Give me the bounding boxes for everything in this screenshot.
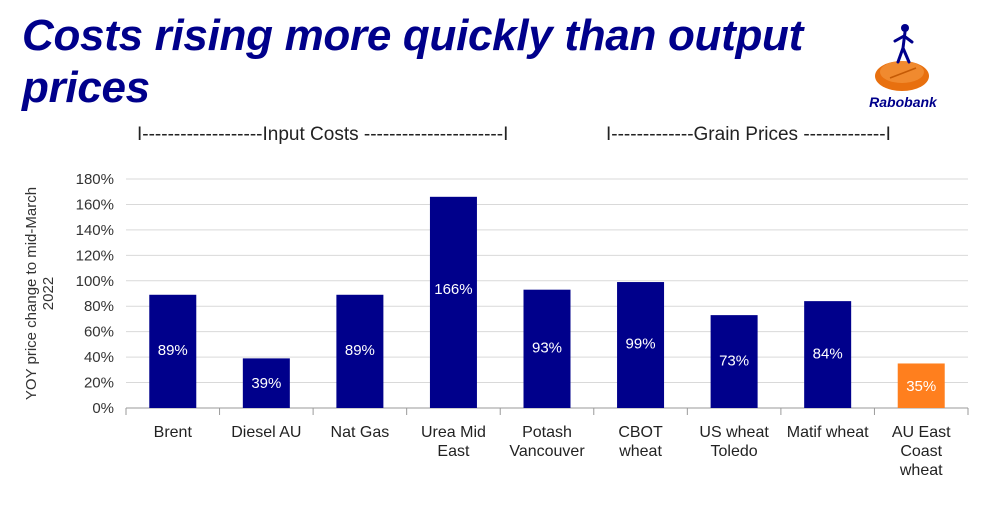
y-tick-label: 180% [76,171,114,188]
y-tick-label: 0% [92,400,114,417]
data-label: 35% [906,378,936,395]
bar [523,289,571,408]
chart-title: Costs rising more quickly than output pr… [22,11,803,112]
logo-disc-line [889,67,917,79]
x-tick-label: Potash Vancouver [509,424,585,460]
x-tick-label: Brent [154,424,193,441]
y-tick-label: 40% [84,349,114,366]
bar [336,294,384,408]
data-label: 89% [345,342,375,359]
y-tick-label: 80% [84,298,114,315]
logo-figure-body [893,30,914,64]
data-label: 166% [434,281,472,298]
x-tick-label: AU East Coast wheat [892,424,951,479]
x-tick-label: Nat Gas [331,424,390,441]
x-tick-label: Matif wheat [787,424,869,441]
rabobank-logo-icon [875,24,929,91]
bar [149,294,197,408]
bar [242,358,290,408]
y-tick-label: 100% [76,273,114,290]
data-label: 99% [626,336,656,353]
data-label: 73% [719,353,749,370]
x-tick-label: Urea Mid East [421,424,486,460]
data-label: 89% [158,342,188,359]
data-label: 84% [813,345,843,362]
x-tick-label: US wheat Toledo [699,424,769,460]
y-axis-title: YOY price change to mid-March2022 [23,187,57,400]
bar [710,315,758,408]
y-tick-label: 60% [84,324,114,341]
y-tick-label: 140% [76,222,114,239]
data-label: 39% [251,375,281,392]
x-tick-label: CBOT wheat [618,424,663,460]
y-tick-label: 120% [76,247,114,264]
x-tick-label: Diesel AU [231,424,301,441]
y-tick-label: 160% [76,196,114,213]
y-tick-label: 20% [84,375,114,392]
group-label-grain-prices: I-------------Grain Prices -------------… [606,124,891,145]
rabobank-logo: Rabobank [858,20,948,120]
group-label-input-costs: I-------------------Input Costs --------… [137,124,509,145]
bar [429,196,477,408]
logo-text: Rabobank [869,94,937,110]
bar [617,282,665,408]
logo-figure-head [901,24,909,32]
bar [804,301,852,408]
data-label: 93% [532,339,562,356]
bar [897,363,945,408]
